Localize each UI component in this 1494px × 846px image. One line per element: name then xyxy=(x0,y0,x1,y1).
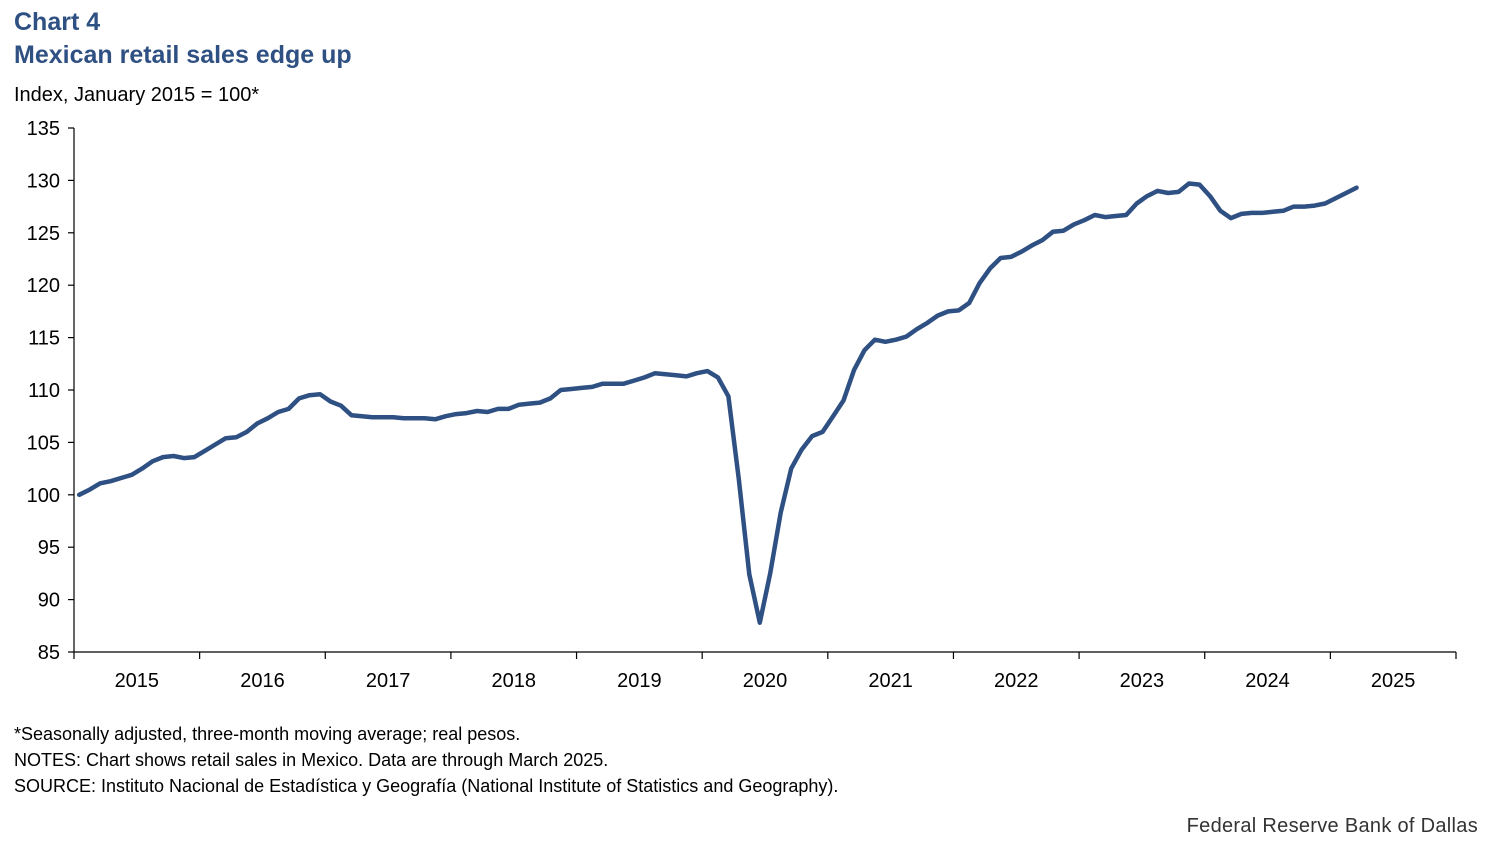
y-tick-label: 105 xyxy=(27,432,60,454)
x-tick-label: 2024 xyxy=(1245,670,1290,692)
y-tick-label: 85 xyxy=(38,642,60,664)
y-tick-label: 120 xyxy=(27,275,60,297)
y-tick-label: 125 xyxy=(27,223,60,245)
footnote-notes: NOTES: Chart shows retail sales in Mexic… xyxy=(14,750,609,770)
y-tick-label: 95 xyxy=(38,537,60,559)
y-tick-label: 130 xyxy=(27,170,60,192)
footnotes: *Seasonally adjusted, three-month moving… xyxy=(14,721,838,799)
x-tick-label: 2025 xyxy=(1371,670,1416,692)
x-tick-label: 2023 xyxy=(1120,670,1165,692)
footnote-asterisk: *Seasonally adjusted, three-month moving… xyxy=(14,724,521,744)
x-tick-label: 2018 xyxy=(491,670,536,692)
x-tick-label: 2022 xyxy=(994,670,1039,692)
y-tick-label: 115 xyxy=(28,328,60,350)
x-tick-label: 2017 xyxy=(366,670,411,692)
x-tick-label: 2020 xyxy=(743,670,788,692)
y-tick-label: 90 xyxy=(38,590,60,612)
y-tick-label: 110 xyxy=(28,380,60,402)
y-tick-label: 135 xyxy=(27,118,60,140)
chart-label: Chart 4 xyxy=(14,8,101,36)
y-tick-label: 100 xyxy=(27,485,60,507)
credit-line: Federal Reserve Bank of Dallas xyxy=(1186,815,1478,837)
series-line xyxy=(76,181,1359,625)
x-tick-label: 2015 xyxy=(115,670,160,692)
chart-title: Mexican retail sales edge up xyxy=(14,41,352,69)
y-axis-unit-label: Index, January 2015 = 100* xyxy=(14,84,260,106)
x-tick-label: 2016 xyxy=(240,670,285,692)
footnote-source: SOURCE: Instituto Nacional de Estadístic… xyxy=(14,776,839,796)
x-tick-label: 2021 xyxy=(868,670,913,692)
x-tick-label: 2019 xyxy=(617,670,662,692)
